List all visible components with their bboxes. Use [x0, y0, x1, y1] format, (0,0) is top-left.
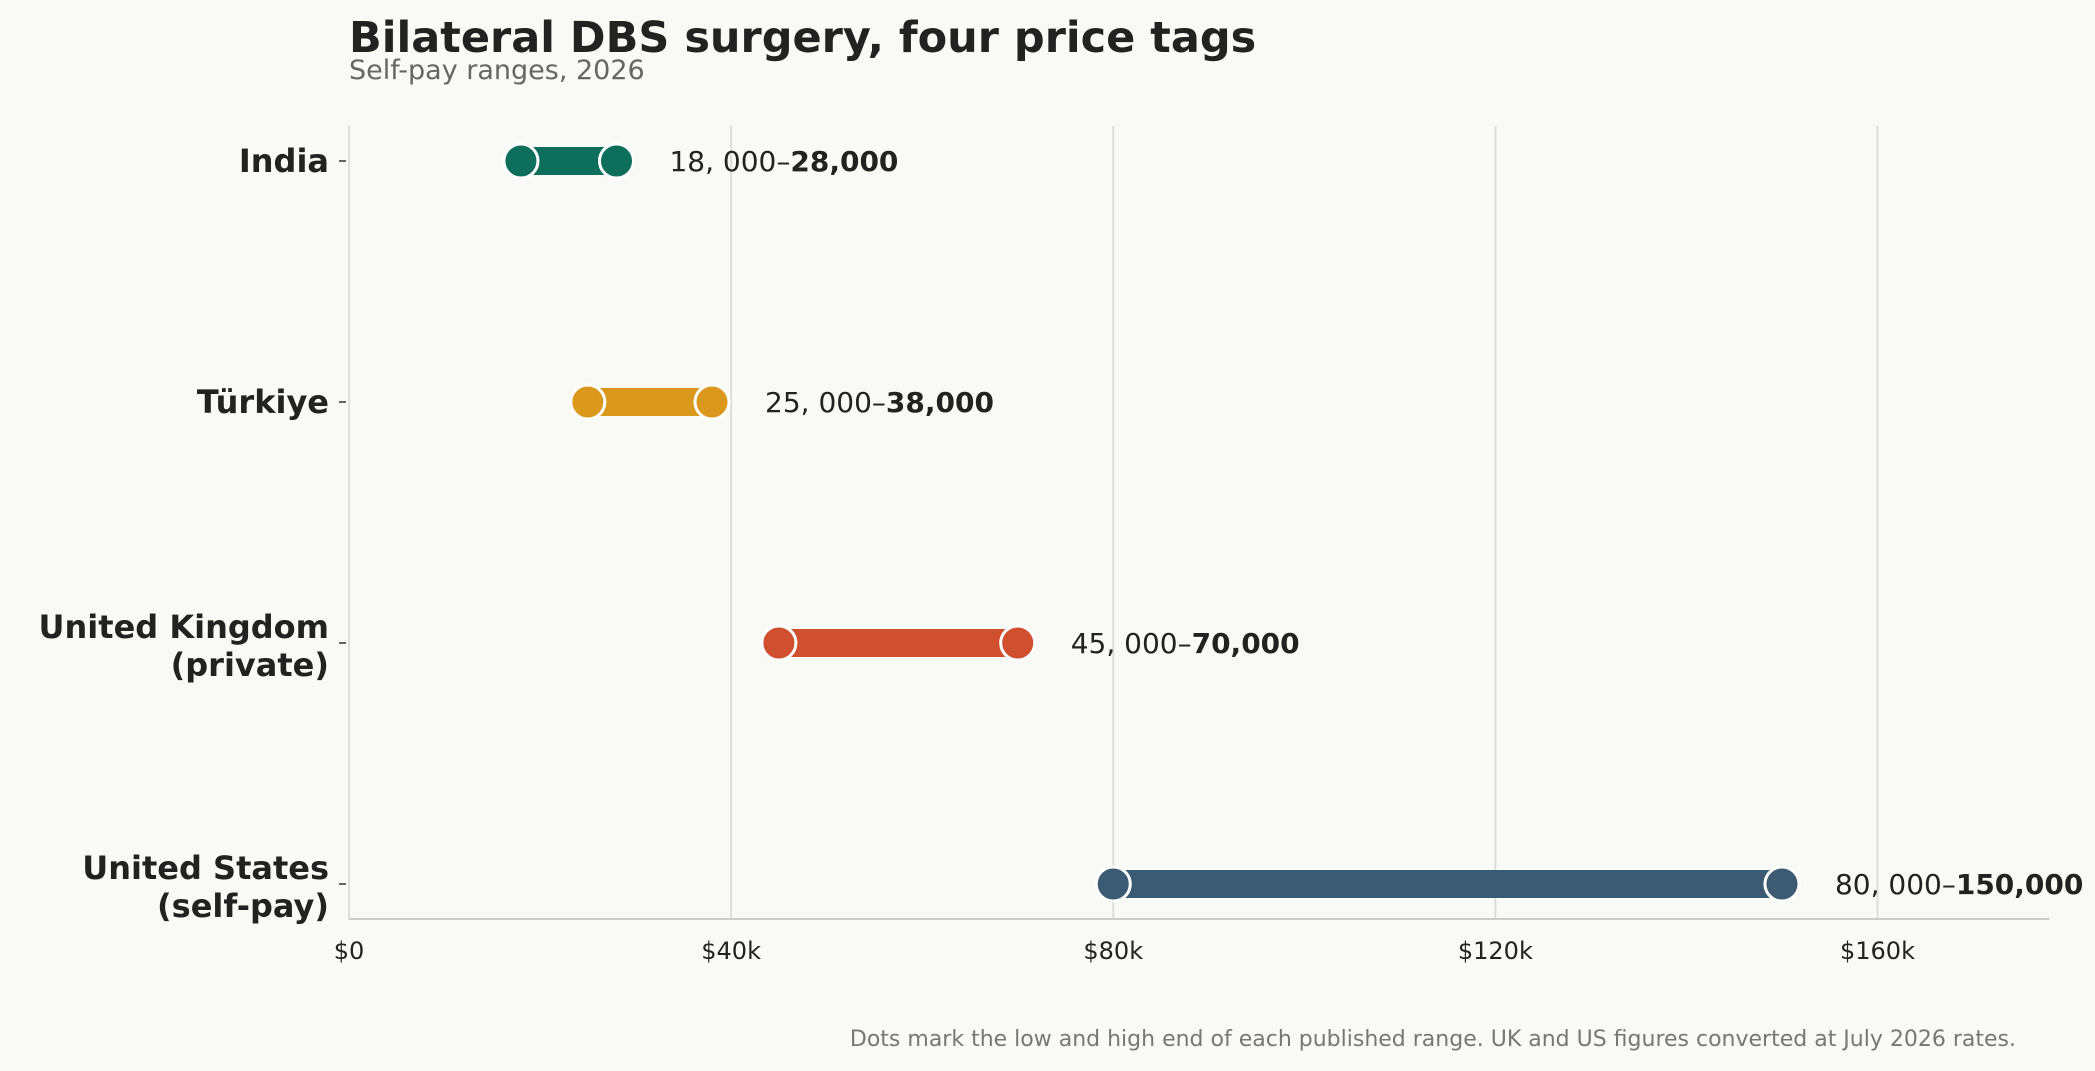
x-tick-label: $40k: [701, 937, 761, 965]
category-label-india: India: [239, 142, 329, 180]
value-label-united-kingdom: 45, 000–70,000: [1071, 627, 1300, 660]
low-dot-t-rkiye: [569, 383, 607, 421]
plot-area: $0 $40k $80k $120k $160k India 18, 000–28,000 T…: [39, 126, 2083, 965]
high-dot-t-rkiye: [693, 383, 731, 421]
category-label-t-rkiye: Türkiye: [197, 383, 329, 421]
x-tick-label: $80k: [1083, 937, 1143, 965]
chart-subtitle: Self-pay ranges, 2026: [349, 55, 645, 86]
x-tick-label: $160k: [1840, 937, 1915, 965]
chart-title: Bilateral DBS surgery, four price tags: [349, 13, 1256, 63]
low-dot-united-kingdom: [760, 624, 798, 662]
high-dot-united-states: [1763, 865, 1801, 903]
high-dot-india: [597, 142, 635, 180]
value-label-united-states: 80, 000–150,000: [1835, 868, 2083, 901]
high-dot-united-kingdom: [999, 624, 1037, 662]
value-label-t-rkiye: 25, 000–38,000: [765, 386, 994, 419]
x-tick-label: $120k: [1458, 937, 1533, 965]
low-dot-united-states: [1094, 865, 1132, 903]
footnote: Dots mark the low and high end of each p…: [850, 1027, 2016, 1052]
category-label-united-states: United States (self-pay): [82, 849, 329, 925]
value-label-india: 18, 000–28,000: [669, 145, 898, 178]
category-label-united-kingdom: United Kingdom (private): [39, 608, 329, 684]
x-tick-label: $0: [334, 937, 365, 965]
low-dot-india: [502, 142, 540, 180]
